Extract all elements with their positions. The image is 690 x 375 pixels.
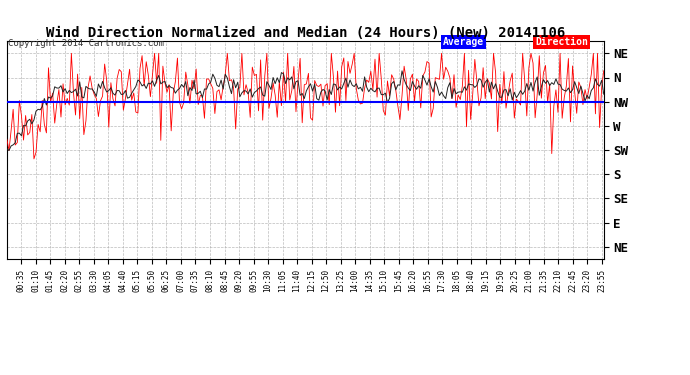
Text: Copyright 2014 Cartronics.com: Copyright 2014 Cartronics.com bbox=[8, 39, 164, 48]
Text: Direction: Direction bbox=[535, 37, 588, 47]
Text: Average: Average bbox=[442, 37, 484, 47]
Title: Wind Direction Normalized and Median (24 Hours) (New) 20141106: Wind Direction Normalized and Median (24… bbox=[46, 26, 565, 40]
